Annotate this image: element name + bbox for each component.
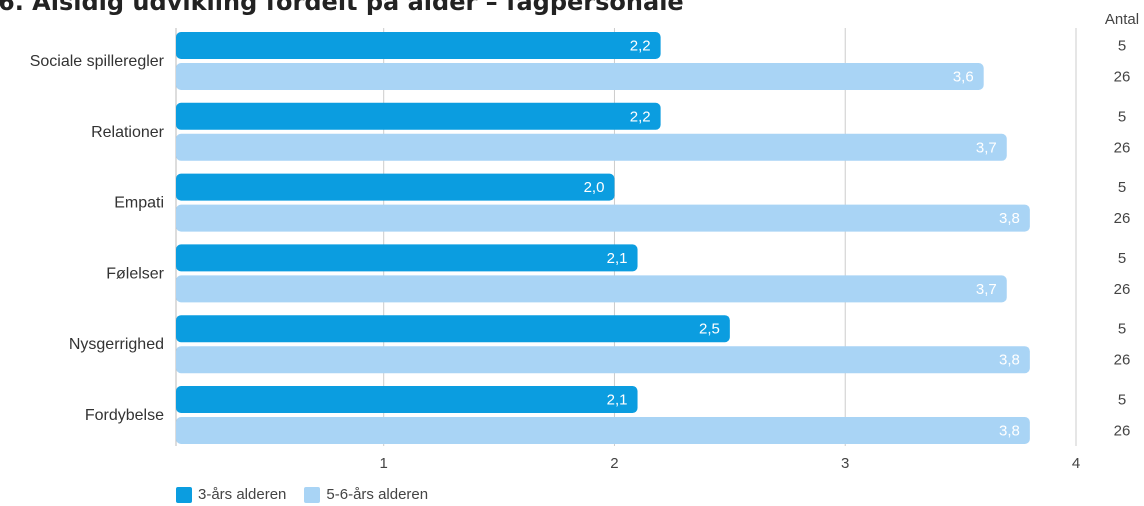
x-tick-label: 4 [1072,455,1080,472]
legend-label-series-2: 5-6-års alderen [326,486,429,503]
category-label: Sociale spilleregler [30,53,165,70]
data-label: 3,8 [999,210,1020,227]
data-label: 2,1 [607,392,628,409]
bar [176,133,1007,161]
legend-label-series-1: 3-års alderen [198,486,287,503]
x-tick-label: 3 [841,455,849,472]
count-header: Antal [1105,11,1139,28]
count-value: 5 [1118,392,1126,409]
count-value: 5 [1118,108,1126,125]
legend-item-series-1[interactable]: 3-års alderen [176,486,286,503]
category-label: Relationer [91,124,165,141]
legend-swatch-series-1 [176,486,192,503]
legend: 3-års alderen 5-6-års alderen [176,486,446,503]
count-value: 26 [1114,210,1131,227]
data-label: 2,2 [630,108,651,125]
data-label: 2,2 [630,38,651,55]
bar [176,63,984,90]
data-label: 2,0 [584,179,605,196]
bar [176,173,615,201]
data-label: 3,7 [976,281,997,298]
category-label: Fordybelse [85,407,164,424]
bar [176,102,661,130]
category-label: Empati [114,195,164,212]
count-value: 26 [1114,139,1131,156]
data-label: 3,8 [999,423,1020,440]
count-value: 26 [1114,281,1131,298]
legend-swatch-series-2 [304,486,321,503]
chart-title: 6. Alsidig udvikling fordelt på alder – … [0,0,684,16]
legend-item-series-2[interactable]: 5-6-års alderen [304,486,428,503]
count-value: 5 [1118,179,1126,196]
data-label: 2,5 [699,321,720,338]
data-label: 2,1 [607,250,628,267]
count-value: 26 [1114,423,1131,440]
data-label: 3,7 [976,139,997,156]
bar [176,386,638,413]
bar [176,417,1030,444]
bar [176,315,730,343]
bar [176,204,1030,232]
category-label: Nysgerrighed [69,336,164,353]
count-value: 5 [1118,250,1126,267]
count-value: 26 [1114,69,1131,86]
count-value: 26 [1114,352,1131,369]
bar [176,244,638,272]
bar [176,275,1007,303]
x-tick-label: 2 [610,455,618,472]
data-label: 3,8 [999,352,1020,369]
count-value: 5 [1118,38,1126,55]
count-value: 5 [1118,321,1126,338]
data-label: 3,6 [953,69,974,86]
bar [176,32,661,59]
category-label: Følelser [106,265,164,282]
bar [176,346,1030,374]
x-tick-label: 1 [380,455,388,472]
